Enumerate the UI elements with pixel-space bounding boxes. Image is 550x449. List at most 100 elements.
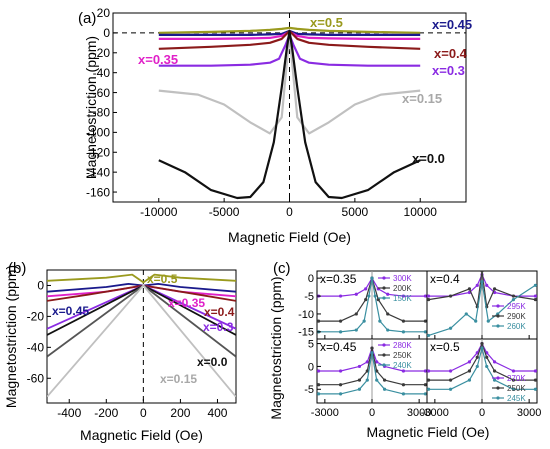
data-point-270K: [467, 360, 472, 364]
legend-label: 250K: [393, 351, 412, 360]
data-point-290K: [511, 294, 516, 298]
y-tick-label: -5: [304, 384, 314, 396]
y-tick-label: -10: [298, 309, 314, 321]
x-axis-label-b: Magnetic Field (Oe): [80, 427, 203, 443]
data-point-250K: [401, 383, 406, 387]
y-tick-label: -40: [93, 66, 111, 80]
data-point-300K: [423, 294, 427, 298]
y-axis-label-b: Magnetostriction (ppm): [3, 265, 19, 408]
data-point-250K: [533, 378, 537, 382]
data-point-300K: [364, 287, 368, 291]
series-annotation-b: x=0.15: [160, 372, 197, 386]
panel-b: -400 -200 0 200 400 0 -20 -40 -60: [27, 269, 237, 420]
y-axis-label-c: Magnetostriction (ppm): [268, 276, 284, 419]
series-line-x=0.5: [47, 273, 236, 284]
data-point-250K: [338, 383, 343, 387]
data-point-200K: [401, 319, 406, 323]
data-point-260K: [448, 326, 453, 330]
legend-marker: [382, 343, 386, 347]
y-tick-label: -60: [93, 86, 111, 100]
subpanel-label-c: x=0.5: [430, 340, 460, 354]
legend-label: 240K: [393, 361, 412, 370]
x-tick-label: 3000: [407, 407, 431, 419]
data-point-270K: [448, 369, 453, 373]
data-point-150K: [378, 319, 382, 323]
y-tick-label: 0: [308, 361, 314, 373]
legend-marker: [496, 396, 500, 400]
legend-label: 270K: [507, 374, 526, 383]
legend-label: 280K: [393, 341, 412, 350]
data-point-260K: [464, 312, 468, 316]
x-tick-label: 0: [140, 406, 147, 420]
data-point-245K: [485, 364, 489, 369]
series-group: [427, 341, 537, 391]
data-point-245K: [448, 387, 453, 391]
data-point-200K: [354, 312, 358, 316]
data-point-150K: [386, 328, 390, 332]
data-point-240K: [370, 351, 374, 355]
series-line-x=0.5: [158, 26, 421, 34]
data-point-270K: [533, 369, 537, 373]
x-tick-label: 0: [286, 205, 293, 219]
data-point-240K: [401, 392, 406, 396]
series-group: [47, 273, 236, 398]
x-axis-label-a: Magnetic Field (Oe): [228, 229, 351, 245]
data-point-300K: [401, 294, 406, 298]
data-point-200K: [338, 319, 343, 323]
legend-label: 245K: [507, 394, 526, 403]
data-point-200K: [423, 319, 427, 323]
series-group: [317, 276, 427, 334]
data-point-290K: [427, 298, 431, 302]
data-point-270K: [511, 369, 516, 373]
data-point-290K: [533, 298, 537, 302]
legend-label: 250K: [507, 384, 526, 393]
series-annotation-b: x=0.45: [52, 304, 89, 318]
series-group: [427, 271, 537, 338]
y-tick-label: -40: [27, 341, 45, 355]
subpanel-label-c: x=0.35: [320, 272, 357, 286]
series-line-290K: [428, 271, 536, 308]
y-tick-label: -5: [304, 291, 314, 303]
data-point-150K: [373, 294, 377, 298]
legend-marker: [382, 276, 386, 280]
legend-label: 150K: [393, 294, 412, 303]
data-point-280K: [375, 360, 379, 364]
x-tick-label: 200: [170, 406, 190, 420]
series-annotation-a: x=0.35: [138, 52, 178, 67]
data-point-200K: [364, 298, 368, 302]
data-point-250K: [365, 369, 369, 373]
y-tick-label: 5: [308, 338, 314, 350]
series-line-x=0.15: [47, 284, 236, 398]
data-point-150K: [401, 330, 406, 334]
data-point-270K: [492, 360, 497, 364]
x-tick-label: -3000: [421, 407, 449, 419]
panel-label-b: (b): [8, 260, 26, 277]
subpanel-label-c: x=0.45: [320, 340, 357, 354]
data-point-240K: [382, 387, 387, 391]
data-point-280K: [423, 369, 427, 373]
data-point-290K: [467, 287, 472, 291]
series-line-x=0.0: [158, 29, 421, 200]
series-annotation-b: x=0.0: [197, 355, 228, 369]
y-tick-label: -20: [27, 310, 45, 324]
x-tick-label: 400: [207, 406, 227, 420]
legend-marker: [496, 386, 500, 390]
data-point-245K: [427, 387, 431, 391]
data-point-260K: [480, 280, 484, 284]
data-point-150K: [370, 276, 374, 280]
series-annotation-b: x=0.4: [204, 305, 235, 319]
data-point-290K: [480, 271, 484, 273]
data-point-150K: [354, 328, 358, 332]
legend-marker: [496, 304, 500, 308]
series-annotation-a: x=0.4: [434, 46, 468, 61]
data-point-245K: [511, 387, 516, 391]
data-point-150K: [367, 294, 371, 298]
legend-label: 290K: [507, 312, 526, 321]
panel-label-a: (a): [78, 10, 96, 27]
data-point-200K: [386, 312, 390, 316]
legend-label: 260K: [507, 322, 526, 331]
data-point-260K: [474, 319, 478, 323]
